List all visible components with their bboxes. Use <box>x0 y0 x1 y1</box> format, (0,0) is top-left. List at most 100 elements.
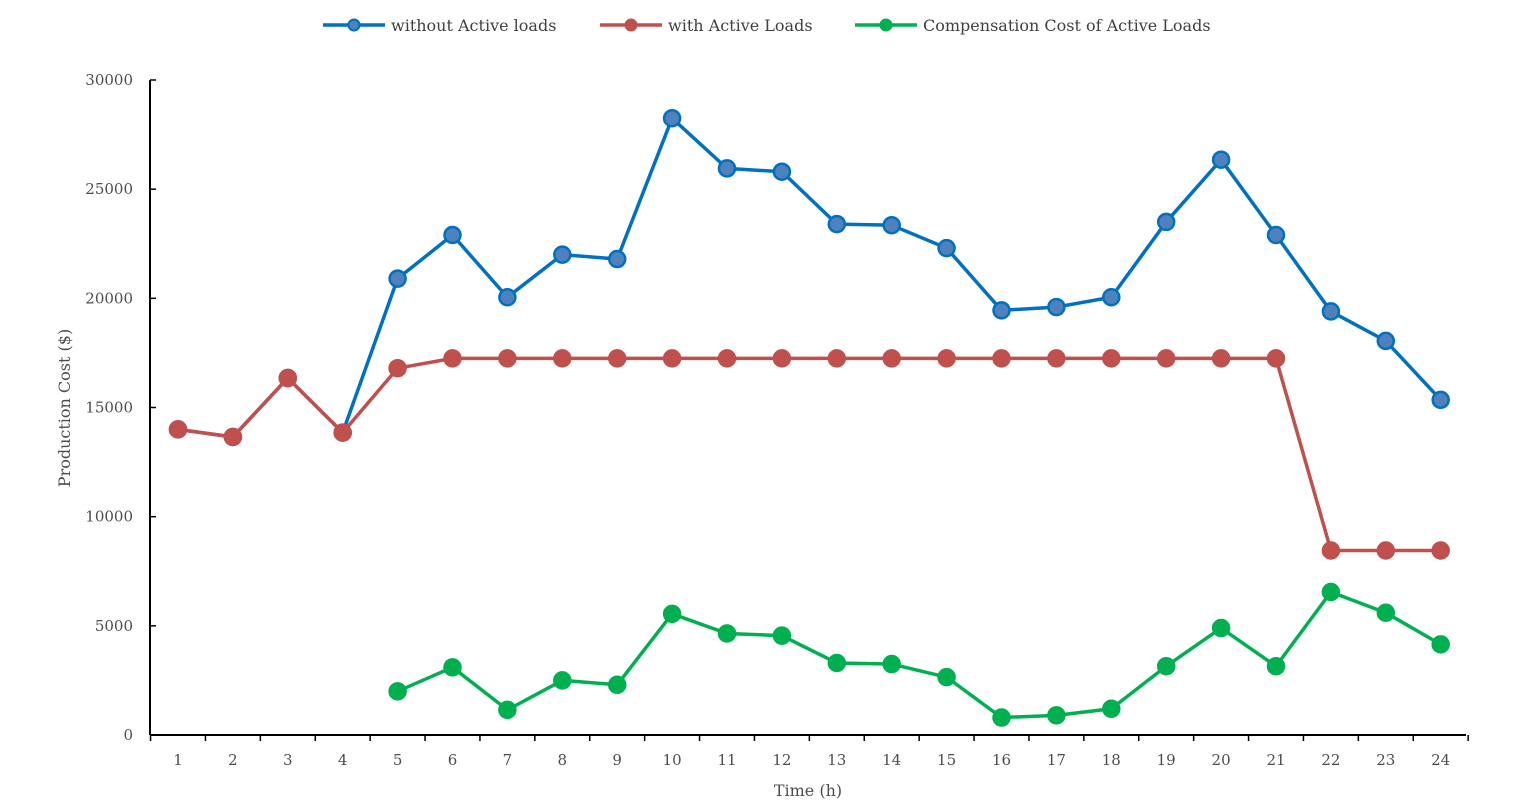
data-point-with-active-loads <box>388 358 407 378</box>
data-point-without-active-loads <box>443 225 462 245</box>
data-point-with-active-loads <box>662 349 682 368</box>
x-tick-label: 24 <box>1431 751 1450 769</box>
data-point-without-active-loads <box>882 215 901 235</box>
data-point-with-active-loads <box>937 349 956 368</box>
data-point-without-active-loads <box>388 269 407 288</box>
data-point-with-active-loads <box>168 420 188 439</box>
x-tick-label: 6 <box>448 751 458 769</box>
data-point-compensation-cost-of-active-loads <box>717 624 737 643</box>
data-point-compensation-cost-of-active-loads <box>553 671 572 690</box>
y-tick-label: 0 <box>123 726 133 744</box>
legend-label-without-active-loads: without Active loads <box>391 16 556 35</box>
data-point-with-active-loads <box>607 349 627 368</box>
data-point-compensation-cost-of-active-loads <box>1266 656 1286 676</box>
x-tick-label: 12 <box>772 751 791 769</box>
series-line-compensation-cost-of-active-loads <box>396 590 1442 720</box>
x-tick-label: 20 <box>1212 751 1231 769</box>
data-point-compensation-cost-of-active-loads <box>1211 618 1231 638</box>
data-point-compensation-cost-of-active-loads <box>992 708 1011 727</box>
data-point-compensation-cost-of-active-loads <box>882 654 901 674</box>
x-axis-title: Time (h) <box>774 781 842 800</box>
data-point-with-active-loads <box>278 368 298 388</box>
data-point-with-active-loads <box>1266 349 1286 368</box>
data-point-with-active-loads <box>1211 349 1231 368</box>
data-point-compensation-cost-of-active-loads <box>662 604 682 624</box>
data-point-with-active-loads <box>443 349 462 368</box>
data-point-with-active-loads <box>1431 541 1450 560</box>
plot-area <box>168 108 1450 727</box>
data-point-with-active-loads <box>553 349 572 368</box>
x-tick-label: 4 <box>338 751 348 769</box>
data-point-compensation-cost-of-active-loads <box>388 682 407 701</box>
x-tick-label: 21 <box>1266 751 1285 769</box>
data-point-without-active-loads <box>498 287 517 307</box>
data-point-without-active-loads <box>772 162 792 181</box>
x-tick-label: 23 <box>1376 751 1395 769</box>
x-tick-label: 8 <box>558 751 568 769</box>
y-tick-label: 25000 <box>85 180 133 198</box>
x-tick-label: 22 <box>1321 751 1340 769</box>
data-point-without-active-loads <box>1321 302 1341 321</box>
data-point-with-active-loads <box>1156 349 1176 368</box>
data-point-without-active-loads <box>717 159 737 178</box>
data-point-without-active-loads <box>607 249 627 269</box>
data-point-without-active-loads <box>827 214 847 234</box>
x-tick-label: 16 <box>992 751 1011 769</box>
legend-label-with-active-loads: with Active Loads <box>668 16 813 35</box>
data-point-without-active-loads <box>1047 297 1066 317</box>
x-tick-label: 13 <box>827 751 846 769</box>
x-tick-label: 18 <box>1102 751 1121 769</box>
data-point-compensation-cost-of-active-loads <box>937 667 956 687</box>
data-point-compensation-cost-of-active-loads <box>498 700 517 720</box>
data-point-compensation-cost-of-active-loads <box>1102 699 1121 719</box>
x-tick-label: 5 <box>393 751 403 769</box>
legend-marker-compensation-cost-of-active-loads <box>879 18 893 32</box>
y-tick-label: 30000 <box>85 71 133 89</box>
y-tick-label: 5000 <box>95 617 133 635</box>
data-point-without-active-loads <box>1266 225 1286 245</box>
data-point-with-active-loads <box>498 349 517 368</box>
data-point-compensation-cost-of-active-loads <box>1047 706 1066 725</box>
data-point-compensation-cost-of-active-loads <box>772 626 792 645</box>
x-tick-label: 14 <box>882 751 901 769</box>
data-point-without-active-loads <box>1376 331 1396 351</box>
data-point-with-active-loads <box>333 423 352 442</box>
x-tick-label: 10 <box>663 751 682 769</box>
data-point-without-active-loads <box>992 301 1011 320</box>
x-tick-label: 1 <box>173 751 183 769</box>
data-point-without-active-loads <box>553 245 572 264</box>
data-point-compensation-cost-of-active-loads <box>1321 582 1341 602</box>
data-point-compensation-cost-of-active-loads <box>443 658 462 677</box>
data-point-without-active-loads <box>662 108 682 128</box>
data-point-compensation-cost-of-active-loads <box>607 675 627 695</box>
legend-marker-without-active-loads <box>347 18 361 32</box>
data-point-compensation-cost-of-active-loads <box>1156 656 1176 676</box>
y-tick-label: 10000 <box>85 508 133 526</box>
data-point-with-active-loads <box>827 349 847 368</box>
data-point-with-active-loads <box>1321 541 1341 560</box>
series-line-without-active-loads <box>177 116 1442 439</box>
data-point-with-active-loads <box>882 349 901 368</box>
data-point-without-active-loads <box>1156 212 1176 232</box>
data-point-with-active-loads <box>1047 349 1066 368</box>
legend-marker-with-active-loads <box>624 18 638 32</box>
x-tick-label: 2 <box>228 751 238 769</box>
data-point-with-active-loads <box>717 349 737 368</box>
data-point-compensation-cost-of-active-loads <box>827 653 847 673</box>
y-tick-label: 20000 <box>85 289 133 307</box>
x-tick-label: 7 <box>503 751 513 769</box>
x-tick-label: 9 <box>612 751 622 769</box>
data-point-without-active-loads <box>1211 150 1231 169</box>
data-point-with-active-loads <box>772 349 792 368</box>
legend: without Active loads with Active Loads Com… <box>323 16 1211 35</box>
x-tick-label: 3 <box>283 751 293 769</box>
data-point-without-active-loads <box>1431 390 1450 410</box>
x-tick-label: 19 <box>1157 751 1176 769</box>
data-point-compensation-cost-of-active-loads <box>1376 603 1396 622</box>
data-point-with-active-loads <box>223 427 243 447</box>
x-tick-label: 17 <box>1047 751 1066 769</box>
data-point-compensation-cost-of-active-loads <box>1431 635 1450 654</box>
legend-label-compensation-cost-of-active-loads: Compensation Cost of Active Loads <box>923 16 1211 35</box>
